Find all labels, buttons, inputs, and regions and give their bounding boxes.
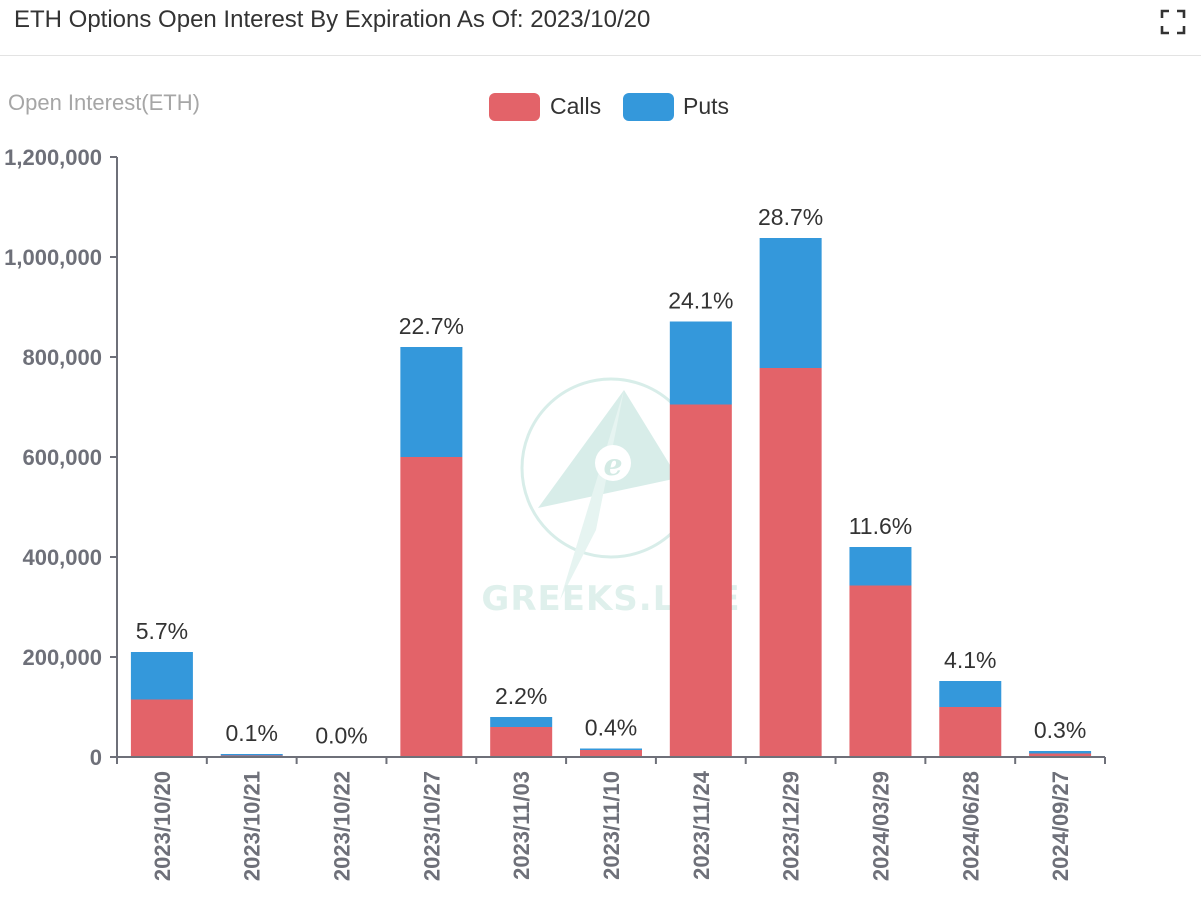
bar-calls[interactable] <box>1029 753 1092 758</box>
y-axis-label: Open Interest(ETH) <box>8 90 200 115</box>
bar-puts[interactable] <box>939 681 1002 707</box>
x-tick-label: 2023/10/20 <box>150 771 175 881</box>
bar-calls[interactable] <box>939 707 1002 757</box>
bar-data-label: 0.1% <box>226 720 278 746</box>
bar-data-label: 24.1% <box>668 288 733 314</box>
x-tick-label: 2023/10/22 <box>330 771 355 881</box>
y-axis: 0 200,000 400,000 600,000 800,000 1,000,000 1,… <box>4 145 118 770</box>
x-tick-label: 2023/10/27 <box>419 771 444 881</box>
legend-item-puts[interactable]: Puts <box>623 93 729 121</box>
bar-puts[interactable] <box>220 754 283 756</box>
x-tick-label: 2023/12/29 <box>779 771 804 881</box>
legend: Calls Puts <box>489 93 729 121</box>
bar-puts[interactable] <box>580 748 642 751</box>
bar-chart: e GREEKS.LIVE Open Interest(ETH) Calls P… <box>4 90 1106 881</box>
bar-puts[interactable] <box>669 321 732 405</box>
bar-data-label: 0.0% <box>315 723 367 749</box>
bar-puts[interactable] <box>400 347 463 457</box>
legend-swatch-calls <box>489 93 540 121</box>
bar-calls[interactable] <box>400 457 463 757</box>
y-tick-label: 1,000,000 <box>4 245 102 270</box>
x-tick-label: 2023/10/21 <box>240 771 265 881</box>
y-tick-label: 1,200,000 <box>4 145 102 170</box>
y-tick-label: 400,000 <box>22 545 102 570</box>
watermark-logo-icon: e <box>520 377 702 600</box>
bar-calls[interactable] <box>669 404 732 758</box>
bar-puts[interactable] <box>1029 751 1092 754</box>
bar-puts[interactable] <box>490 717 553 727</box>
legend-item-calls[interactable]: Calls <box>489 93 601 121</box>
y-tick-label: 200,000 <box>22 645 102 670</box>
bar-data-label: 0.3% <box>1034 717 1086 743</box>
x-tick-label: 2023/11/24 <box>689 770 714 880</box>
y-tick-label: 0 <box>90 745 102 770</box>
x-tick-label: 2023/11/10 <box>599 771 624 880</box>
bar-data-label: 2.2% <box>495 683 547 709</box>
bar-data-label: 0.4% <box>585 715 637 741</box>
bar-calls[interactable] <box>580 750 642 757</box>
bar-data-label: 11.6% <box>849 513 913 539</box>
y-tick-label: 800,000 <box>22 345 102 370</box>
bars: 5.7% 0.1% 0.0% 22.7% 2.2% 0.4% 24.1% 28.7% 11.6%… <box>130 204 1092 758</box>
chart-title: ETH Options Open Interest By Expiration … <box>14 6 651 33</box>
bar-puts[interactable] <box>759 238 822 368</box>
bar-calls[interactable] <box>849 585 912 758</box>
bar-data-label: 4.1% <box>944 647 996 673</box>
bar-puts[interactable] <box>130 652 193 700</box>
y-tick-label: 600,000 <box>22 445 102 470</box>
legend-label-puts: Puts <box>683 93 729 119</box>
bar-data-label: 28.7% <box>758 204 823 230</box>
bar-calls[interactable] <box>759 368 822 757</box>
x-tick-label: 2024/03/29 <box>868 771 893 881</box>
x-axis: 2023/10/20 2023/10/21 2023/10/22 2023/10/27… <box>116 756 1106 881</box>
x-tick-label: 2023/11/03 <box>509 771 534 880</box>
fullscreen-icon[interactable] <box>1160 9 1186 35</box>
bar-calls[interactable] <box>490 727 553 757</box>
legend-label-calls: Calls <box>550 93 601 119</box>
bar-data-label: 5.7% <box>136 618 188 644</box>
x-tick-label: 2024/06/28 <box>958 771 983 881</box>
bar-calls[interactable] <box>130 699 193 758</box>
chart-header: ETH Options Open Interest By Expiration … <box>0 0 1201 56</box>
legend-swatch-puts <box>623 93 674 121</box>
bar-puts[interactable] <box>849 547 912 586</box>
svg-text:e: e <box>603 448 622 483</box>
x-tick-label: 2024/09/27 <box>1048 771 1073 881</box>
bar-data-label: 22.7% <box>399 313 464 339</box>
